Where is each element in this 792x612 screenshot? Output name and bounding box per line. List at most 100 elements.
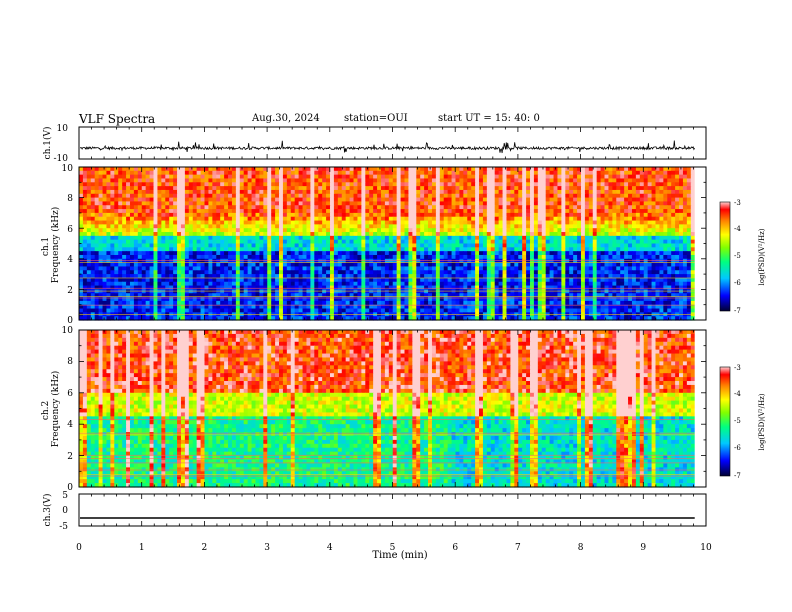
spectrogram-cell [639, 258, 645, 264]
spectrogram-cell [631, 270, 637, 275]
spectrogram-cell [94, 251, 100, 256]
spectrogram-cell [679, 186, 684, 191]
spectrogram-cell [122, 262, 127, 268]
spectrogram-cell [553, 235, 559, 241]
spectrogram-cell [275, 247, 280, 252]
spectrogram-cell [361, 189, 366, 195]
spectrogram-cell [341, 193, 347, 199]
spectrogram-cell [192, 209, 198, 214]
spectrogram-cell [184, 178, 190, 183]
spectrogram-cell [475, 258, 480, 264]
spectrogram-cell [604, 247, 610, 252]
spectrogram-cell [600, 254, 606, 260]
spectrogram-cell [482, 228, 488, 233]
spectrogram-cell [224, 182, 229, 187]
spectrogram-cell [459, 270, 464, 275]
spectrogram-cell [353, 232, 359, 237]
spectrogram-cell [94, 205, 100, 210]
spectrogram-cell [592, 209, 598, 214]
spectrogram-cell [635, 239, 641, 245]
spectrogram-cell [435, 189, 441, 195]
spectrogram-cell [322, 266, 327, 271]
spectrogram-cell [329, 258, 335, 264]
spectrogram-cell [388, 182, 394, 187]
spectrogram-cell [282, 281, 288, 287]
spectrogram-cell [580, 262, 586, 268]
spectrogram-cell [345, 277, 351, 283]
spectrogram-cell [333, 274, 339, 279]
spectrogram-cell [639, 251, 645, 256]
spectrogram-cell [184, 274, 190, 279]
spectrogram-cell [161, 266, 166, 271]
spectrogram-cell [329, 270, 335, 275]
spectrogram-cell [192, 281, 198, 287]
spectrogram-cell [357, 189, 362, 195]
spectrogram-cell [86, 174, 92, 180]
spectrogram-cell [635, 167, 641, 172]
spectrogram-cell [294, 209, 300, 214]
spectrogram-cell [573, 224, 578, 229]
spectrogram-cell [506, 224, 511, 229]
spectrogram-cell [263, 186, 268, 191]
spectrogram-cell [404, 235, 410, 241]
spectrogram-cell [337, 247, 343, 252]
spectrogram-cell [290, 197, 296, 203]
spectrogram-cell [373, 281, 378, 287]
spectrogram-cell [357, 254, 362, 260]
spectrogram-cell [663, 189, 668, 195]
spectrogram-cell [682, 201, 688, 206]
spectrogram-cell [549, 201, 555, 206]
spectrogram-cell [561, 232, 566, 237]
spectrogram-cell [122, 224, 127, 229]
spectrogram-cell [349, 239, 355, 245]
spectrogram-cell [373, 201, 378, 206]
spectrogram-cell [624, 247, 629, 252]
spectrogram-cell [188, 174, 194, 180]
spectrogram-cell [255, 281, 260, 287]
spectrogram-cell [102, 232, 108, 237]
spectrogram-cell [522, 258, 527, 264]
spectrogram-cell [584, 270, 590, 275]
spectrogram-cell [400, 182, 406, 187]
spectrogram-cell [263, 182, 268, 187]
spectrogram-cell [467, 254, 472, 260]
spectrogram-cell [118, 201, 123, 206]
spectrogram-cell [553, 262, 559, 268]
spectrogram-cell [530, 212, 535, 218]
spectrogram-cell [580, 182, 586, 187]
spectrogram-cell [392, 170, 398, 176]
spectrogram-cell [659, 174, 664, 180]
spectrogram-cell [388, 167, 394, 172]
spectrogram-cell [651, 205, 657, 210]
spectrogram-cell [643, 254, 649, 260]
spectrogram-cell [659, 170, 664, 176]
spectrogram-cell [298, 189, 304, 195]
spectrogram-cell [471, 239, 476, 245]
spectrogram-cell [447, 201, 453, 206]
spectrogram-cell [561, 216, 566, 222]
spectrogram-cell [514, 254, 519, 260]
spectrogram-cell [247, 251, 253, 256]
spectrogram-cell [224, 235, 229, 241]
spectrogram-cell [592, 216, 598, 222]
spectrogram-cell [639, 243, 645, 248]
spectrogram-cell [494, 209, 500, 214]
spectrogram-cell [153, 216, 159, 222]
spectrogram-cell [643, 270, 649, 275]
spectrogram-cell [129, 205, 135, 210]
spectrogram-cell [306, 251, 311, 256]
spectrogram-cell [82, 235, 88, 241]
spectrogram-cell [380, 239, 386, 245]
spectrogram-cell [137, 167, 143, 172]
spectrogram-cell [428, 186, 433, 191]
spectrogram-cell [220, 251, 225, 256]
spectrogram-cell [184, 254, 190, 260]
spectrogram-cell [651, 277, 657, 283]
spectrogram-cell [353, 277, 359, 283]
spectrogram-cell [255, 209, 260, 214]
spectrogram-cell [514, 182, 519, 187]
spectrogram-cell [526, 274, 531, 279]
spectrogram-cell [290, 281, 296, 287]
spectrogram-cell [561, 262, 566, 268]
spectrogram-cell [86, 270, 92, 275]
